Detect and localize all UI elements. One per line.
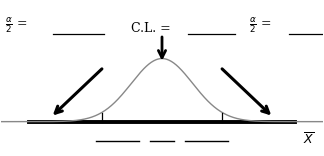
Text: C.L. =: C.L. =	[131, 22, 171, 35]
Text: $\overline{X}$: $\overline{X}$	[303, 132, 315, 148]
Text: $\frac{\alpha}{2}$ =: $\frac{\alpha}{2}$ =	[5, 16, 27, 35]
Text: $\frac{\alpha}{2}$ =: $\frac{\alpha}{2}$ =	[249, 16, 272, 35]
